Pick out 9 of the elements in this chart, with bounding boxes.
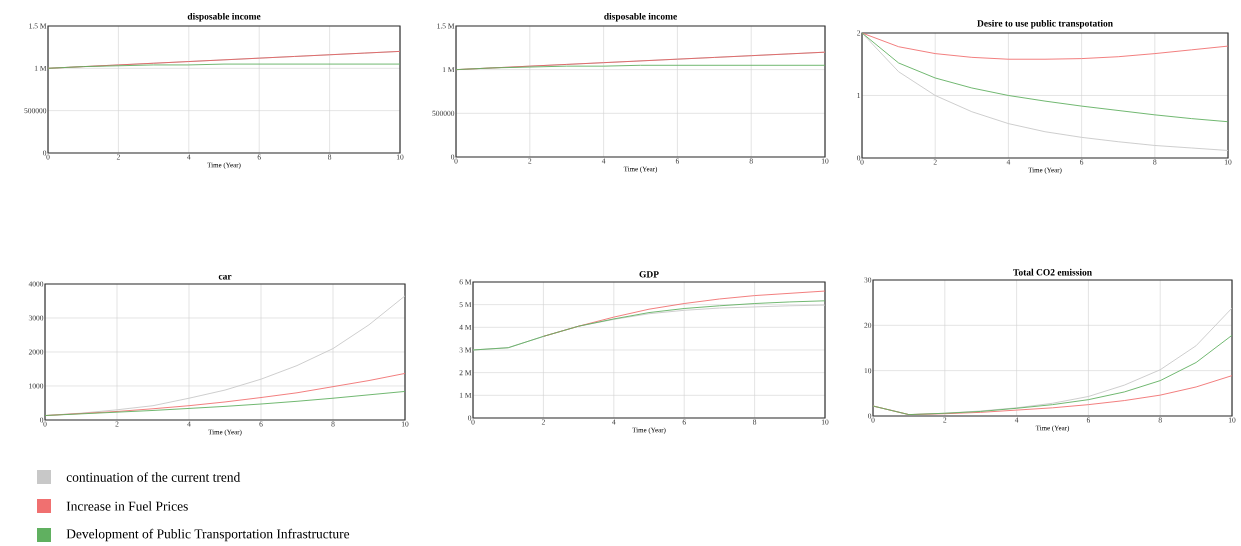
chart-title: GDP (639, 271, 659, 278)
chart-title: disposable income (604, 12, 677, 22)
chart-title: Total CO2 emission (1013, 268, 1092, 276)
legend-label: Increase in Fuel Prices (66, 501, 188, 511)
legend-label: Development of Public Transportation Infrastructure (66, 528, 350, 542)
chart-title: car (218, 274, 232, 280)
chart-title: Desire to use public transpotation (977, 19, 1113, 29)
legend-label: continuation of the current trend (66, 472, 241, 482)
chart-title: disposable income (187, 12, 261, 22)
